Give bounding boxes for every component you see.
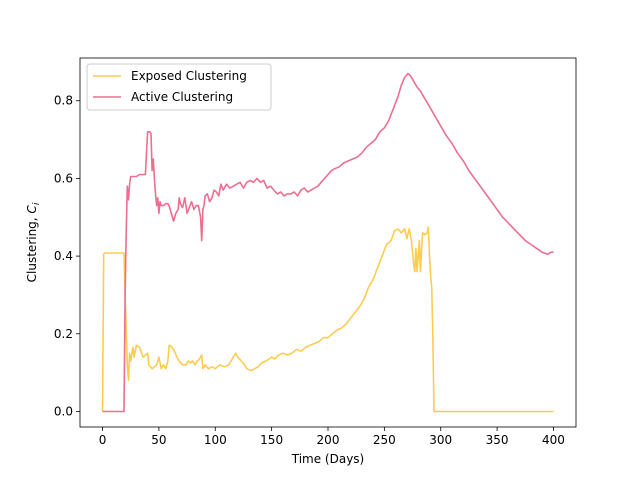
x-tick-label: 400	[542, 433, 565, 447]
series-line-exposed	[101, 226, 554, 413]
y-tick-label: 0.8	[54, 94, 73, 108]
x-axis-label: Time (Days)	[291, 452, 365, 466]
x-tick-label: 0	[99, 433, 107, 447]
y-tick-label: 0.6	[54, 171, 73, 185]
y-tick-label: 0.0	[54, 404, 73, 418]
legend: Exposed Clustering Active Clustering	[86, 63, 272, 111]
x-tick-label: 150	[260, 433, 283, 447]
x-tick-label: 300	[429, 433, 452, 447]
series-layer	[101, 72, 554, 413]
legend-box	[86, 63, 272, 111]
y-axis-label-symbol: C	[25, 205, 39, 214]
legend-label: Exposed Clustering	[131, 69, 247, 83]
x-tick-label: 50	[151, 433, 166, 447]
x-tick-label: 250	[373, 433, 396, 447]
x-axis: 0 50 100 150 200 250 300 350 400	[99, 427, 565, 447]
x-tick-label: 100	[204, 433, 227, 447]
y-tick-label: 0.4	[54, 249, 73, 263]
y-axis-label-text: Clustering,	[25, 214, 39, 283]
y-tick-label: 0.2	[54, 327, 73, 341]
x-tick-label: 350	[486, 433, 509, 447]
y-axis-label-subscript: i	[32, 202, 42, 205]
series-line-active	[102, 72, 554, 413]
y-axis: 0.0 0.2 0.4 0.6 0.8	[54, 94, 80, 418]
y-axis-label: Clustering, Ci	[25, 202, 42, 282]
x-tick-label: 200	[317, 433, 340, 447]
legend-label: Active Clustering	[131, 90, 233, 104]
